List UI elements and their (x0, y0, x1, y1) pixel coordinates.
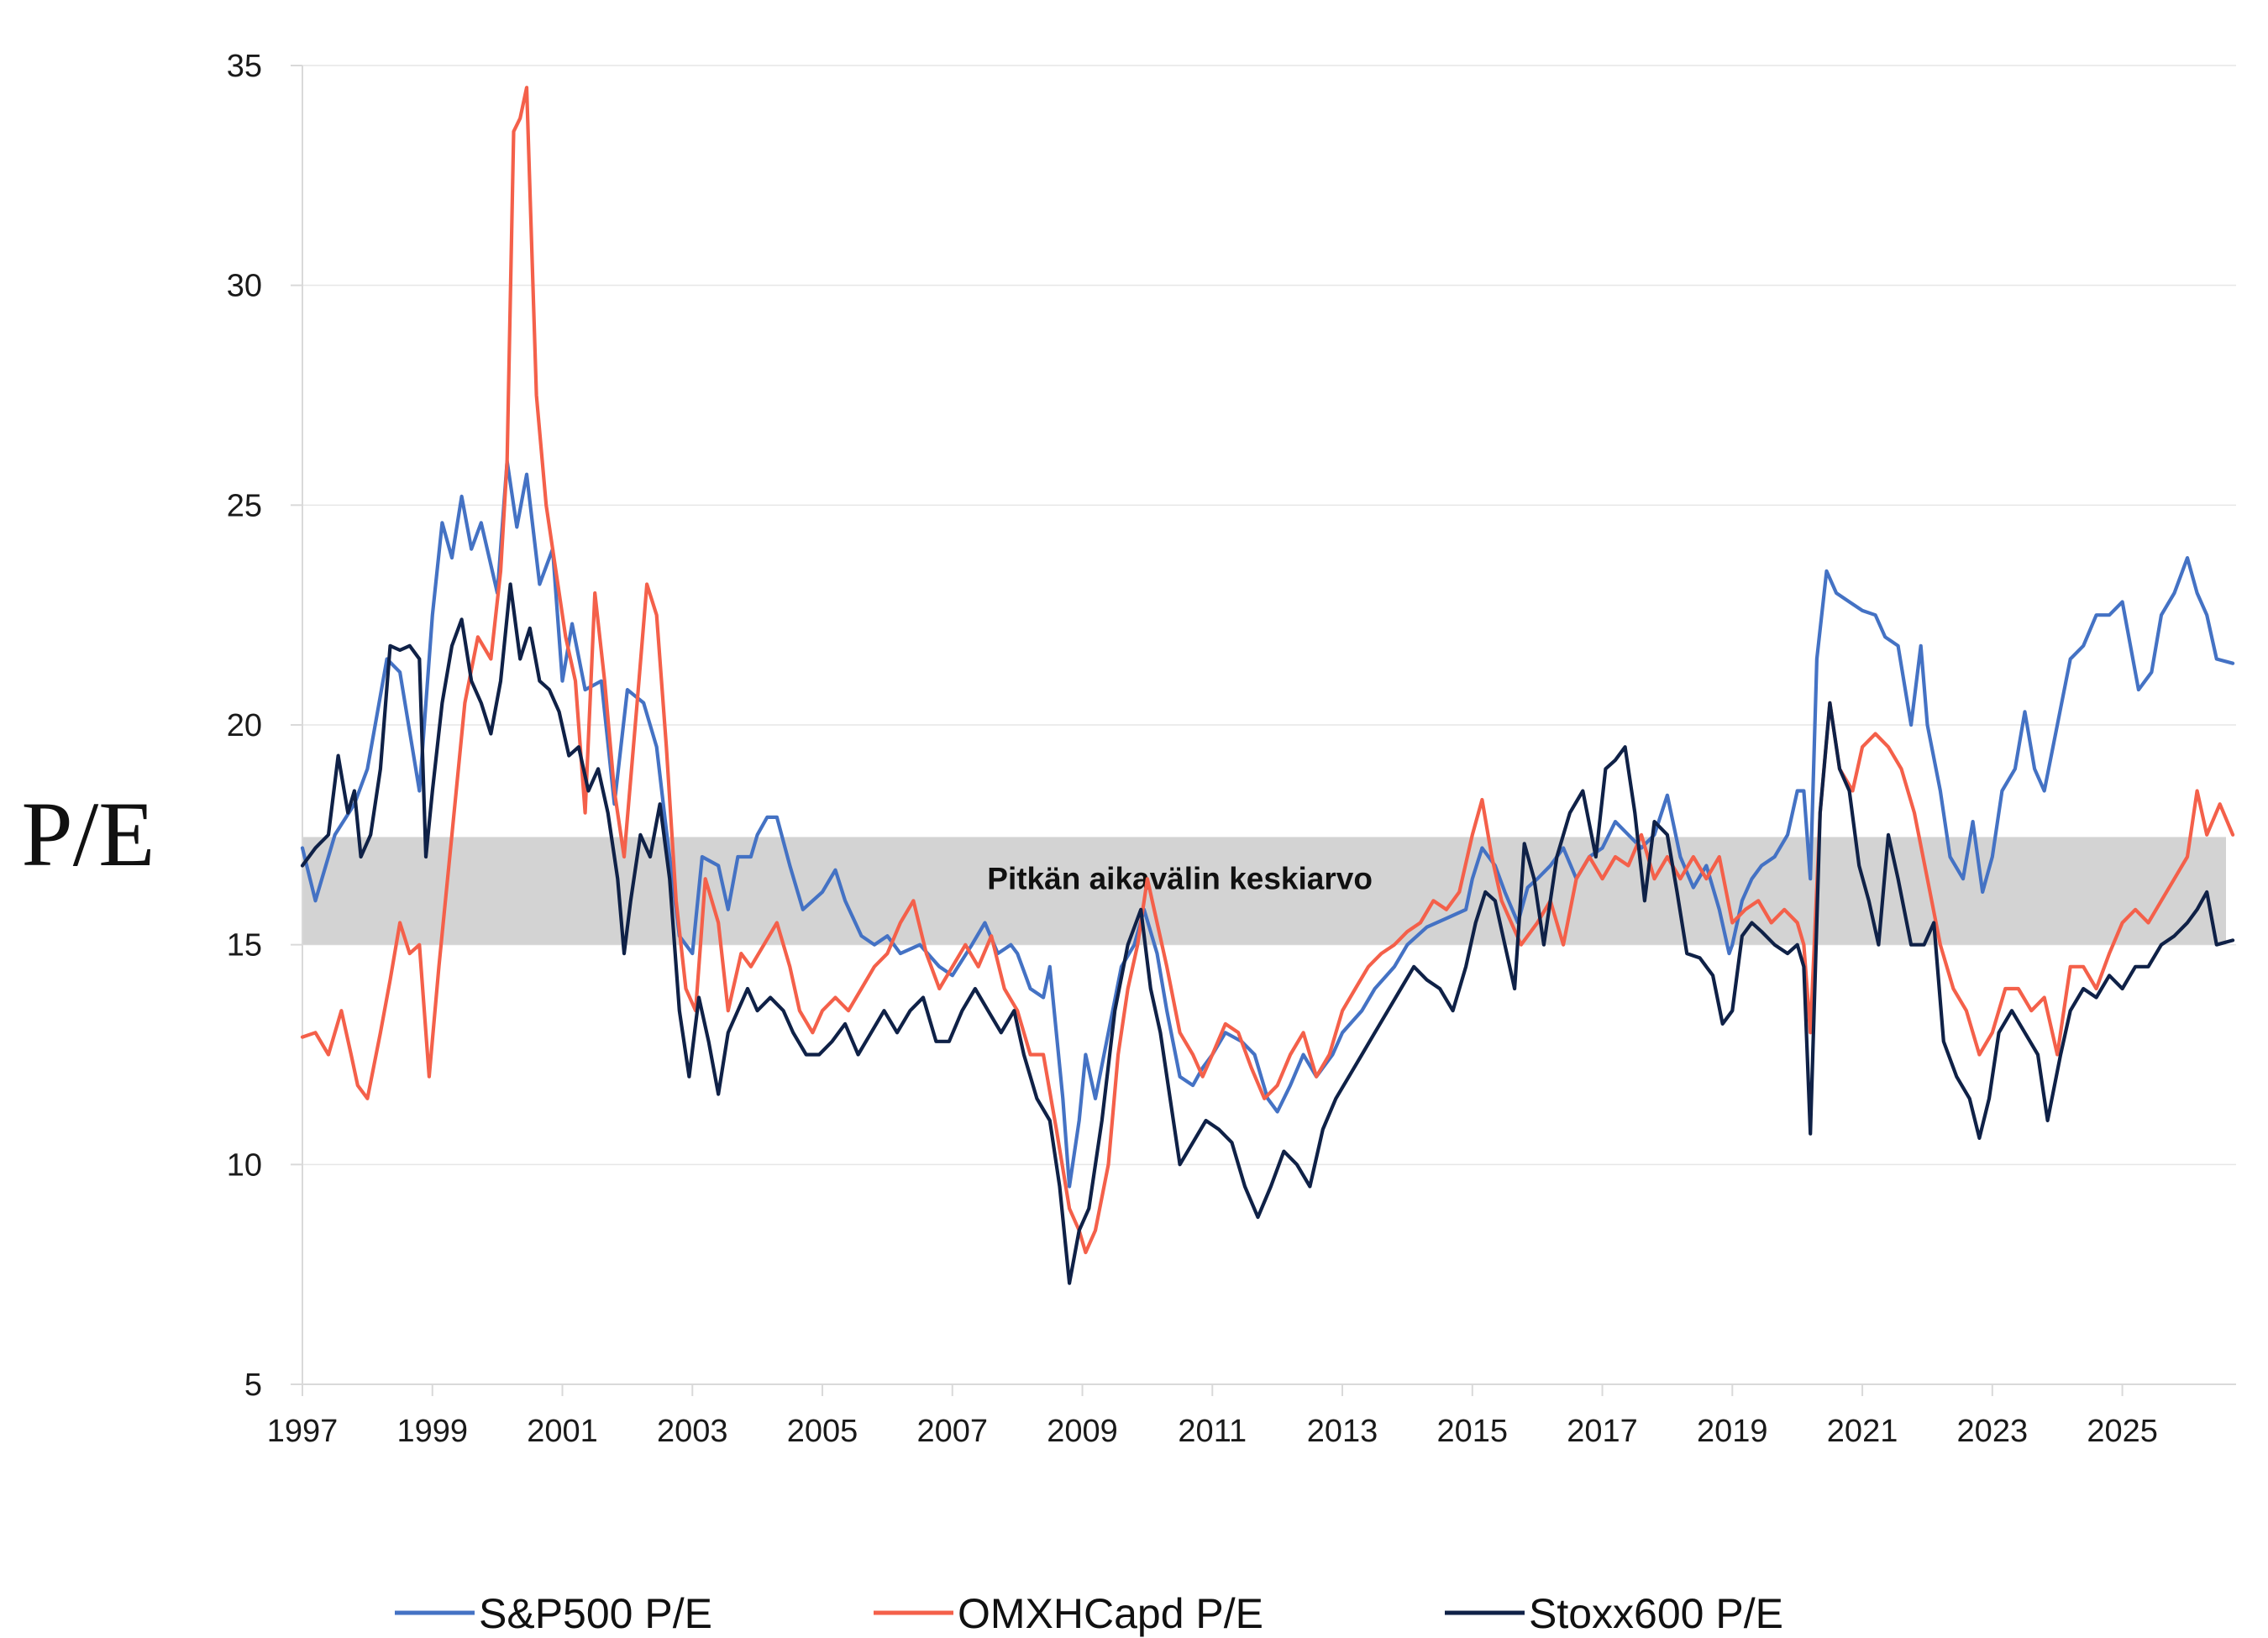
y-tick-label: 10 (227, 1147, 262, 1183)
y-tick-label: 25 (227, 488, 262, 523)
y-tick-label: 30 (227, 269, 262, 304)
x-tick-label: 2019 (1697, 1414, 1768, 1449)
x-tick-label: 2003 (657, 1414, 728, 1449)
y-axis-ticks: 5 10 15 20 25 30 35 (227, 49, 302, 1403)
legend-label: S&P500 P/E (479, 1590, 712, 1637)
x-tick-label: 2009 (1047, 1414, 1118, 1449)
long-term-average-label: Pitkän aikavälin keskiarvo (987, 862, 1373, 896)
x-tick-label: 2013 (1307, 1414, 1378, 1449)
x-tick-label: 2001 (527, 1414, 598, 1449)
x-tick-label: 2011 (1178, 1414, 1247, 1449)
y-tick-label: 5 (244, 1368, 262, 1403)
x-tick-label: 2015 (1437, 1414, 1509, 1449)
x-tick-label: 2023 (1957, 1414, 2029, 1449)
x-tick-label: 2005 (787, 1414, 858, 1449)
series-line-0 (300, 459, 2235, 1189)
legend-label: Stoxx600 P/E (1529, 1590, 1783, 1637)
x-tick-label: 2007 (917, 1414, 989, 1449)
series-lines (300, 86, 2235, 1285)
legend: S&P500 P/E OMXHCapd P/E Stoxx600 P/E (395, 1590, 1783, 1637)
y-tick-label: 35 (227, 49, 262, 84)
series-line-1 (300, 86, 2235, 1255)
x-tick-label: 2025 (2087, 1414, 2158, 1449)
series-line-2 (300, 582, 2235, 1285)
x-tick-label: 2021 (1827, 1414, 1898, 1449)
y-axis-label: P/E (22, 783, 155, 885)
legend-label: OMXHCapd P/E (958, 1590, 1263, 1637)
x-tick-label: 2017 (1567, 1414, 1638, 1449)
x-axis-ticks: 1997 1999 2001 2003 2005 2007 2009 2011 2013 2015… (267, 1384, 2158, 1449)
x-tick-label: 1997 (267, 1414, 339, 1449)
y-tick-label: 15 (227, 928, 262, 963)
y-tick-label: 20 (227, 708, 262, 743)
x-tick-label: 1999 (396, 1414, 468, 1449)
